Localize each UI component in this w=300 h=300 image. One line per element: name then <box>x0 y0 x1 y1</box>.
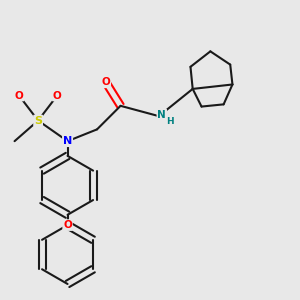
Text: N: N <box>158 110 166 120</box>
Text: N: N <box>63 136 72 146</box>
Text: S: S <box>34 116 42 126</box>
Text: O: O <box>53 91 62 100</box>
Text: O: O <box>101 77 110 87</box>
Text: O: O <box>63 220 72 230</box>
Text: H: H <box>166 117 174 126</box>
Text: O: O <box>15 91 23 100</box>
